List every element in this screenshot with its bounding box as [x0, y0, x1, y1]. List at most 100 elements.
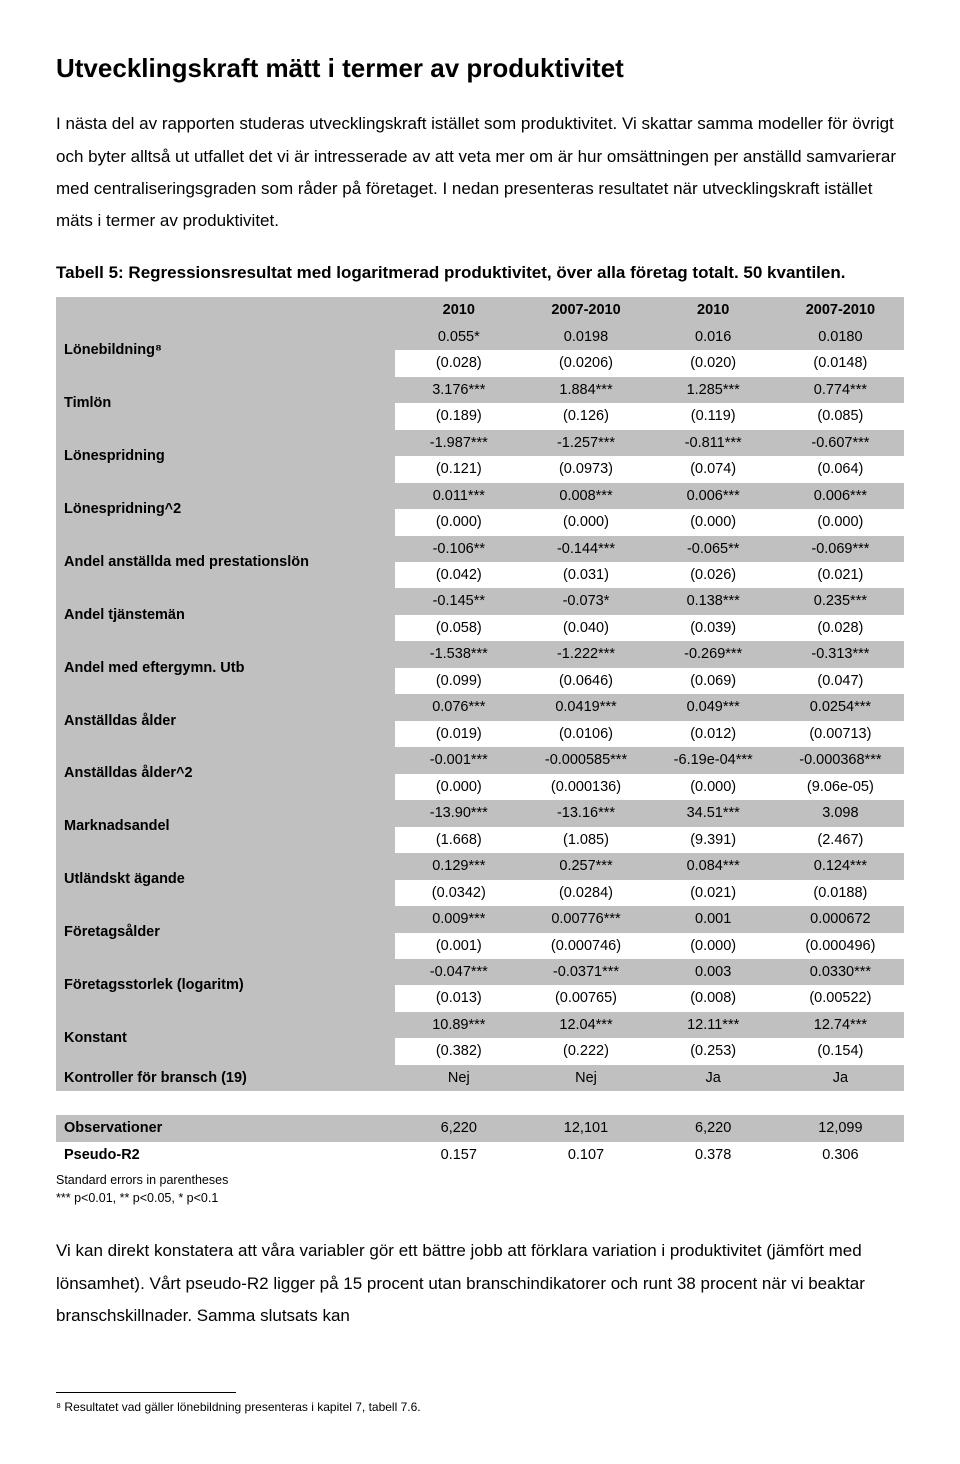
table-cell: 12.11***: [650, 1012, 777, 1038]
col-header: 2010: [395, 297, 522, 323]
table-cell: Pseudo-R2: [56, 1142, 395, 1168]
table-cell: 0.055*: [395, 324, 522, 350]
table-row: Anställdas ålder^2-0.001***-0.000585***-…: [56, 747, 904, 773]
table-cell: 0.009***: [395, 906, 522, 932]
table-cell: (1.668): [395, 827, 522, 853]
table-cell: -13.90***: [395, 800, 522, 826]
table-cell: 0.0180: [777, 324, 904, 350]
table-cell: Timlön: [56, 377, 395, 430]
table-cell: (0.0206): [522, 350, 649, 376]
table-cell: (0.047): [777, 668, 904, 694]
table-cell: (0.085): [777, 403, 904, 429]
table-cell: -0.144***: [522, 536, 649, 562]
table-row: Lönespridning^20.011***0.008***0.006***0…: [56, 483, 904, 509]
table-cell: -0.001***: [395, 747, 522, 773]
table-cell: (0.0188): [777, 880, 904, 906]
table-cell: (0.039): [650, 615, 777, 641]
table-cell: (0.064): [777, 456, 904, 482]
table-cell: 3.098: [777, 800, 904, 826]
table-cell: 0.016: [650, 324, 777, 350]
table-row: Pseudo-R20.1570.1070.3780.306: [56, 1142, 904, 1168]
table-cell: (9.391): [650, 827, 777, 853]
table-cell: 0.008***: [522, 483, 649, 509]
table-cell: 12.74***: [777, 1012, 904, 1038]
table-spacer: [56, 1091, 904, 1115]
table-cell: (9.06e-05): [777, 774, 904, 800]
table-footnotes: Standard errors in parentheses *** p<0.0…: [56, 1172, 904, 1207]
table-cell: 34.51***: [650, 800, 777, 826]
table-cell: (0.028): [395, 350, 522, 376]
table-cell: -0.269***: [650, 641, 777, 667]
table-cell: (0.0646): [522, 668, 649, 694]
table-cell: 6,220: [650, 1115, 777, 1141]
table-cell: (0.253): [650, 1038, 777, 1064]
table-cell: -0.000585***: [522, 747, 649, 773]
table-cell: (0.042): [395, 562, 522, 588]
table-cell: 0.157: [395, 1142, 522, 1168]
page-footnote: ⁸ Resultatet vad gäller lönebildning pre…: [56, 1399, 904, 1416]
table-cell: Kontroller för bransch (19): [56, 1065, 395, 1091]
table-cell: 0.011***: [395, 483, 522, 509]
table-cell: Lönebildning⁸: [56, 324, 395, 377]
table-cell: Observationer: [56, 1115, 395, 1141]
table-cell: 0.006***: [777, 483, 904, 509]
table-cell: (0.000): [395, 509, 522, 535]
table-cell: 0.049***: [650, 694, 777, 720]
table-cell: 0.001: [650, 906, 777, 932]
table-cell: -0.811***: [650, 430, 777, 456]
table-row: Kontroller för bransch (19)NejNejJaJa: [56, 1065, 904, 1091]
table-cell: Nej: [522, 1065, 649, 1091]
table-cell: 0.378: [650, 1142, 777, 1168]
table-cell: [56, 1091, 395, 1115]
table-cell: -1.987***: [395, 430, 522, 456]
table-cell: Andel tjänstemän: [56, 588, 395, 641]
table-cell: 1.884***: [522, 377, 649, 403]
footnote-se: Standard errors in parentheses: [56, 1173, 228, 1187]
table-cell: 0.235***: [777, 588, 904, 614]
table-cell: 0.257***: [522, 853, 649, 879]
discussion-paragraph: Vi kan direkt konstatera att våra variab…: [56, 1235, 904, 1332]
table-cell: (0.058): [395, 615, 522, 641]
table-cell: (0.000746): [522, 933, 649, 959]
table-cell: -0.313***: [777, 641, 904, 667]
table-cell: 12,101: [522, 1115, 649, 1141]
table-cell: (0.000): [522, 509, 649, 535]
table-cell: Lönespridning: [56, 430, 395, 483]
table-cell: (0.000): [650, 774, 777, 800]
intro-paragraph: I nästa del av rapporten studeras utveck…: [56, 108, 904, 237]
table-cell: 6,220: [395, 1115, 522, 1141]
table-row: Företagsålder0.009***0.00776***0.0010.00…: [56, 906, 904, 932]
table-row: Andel tjänstemän-0.145**-0.073*0.138***0…: [56, 588, 904, 614]
table-cell: Nej: [395, 1065, 522, 1091]
table-row: Anställdas ålder0.076***0.0419***0.049**…: [56, 694, 904, 720]
table-cell: (0.000496): [777, 933, 904, 959]
table-cell: 3.176***: [395, 377, 522, 403]
table-cell: 0.00776***: [522, 906, 649, 932]
table-row: Utländskt ägande0.129***0.257***0.084***…: [56, 853, 904, 879]
table-cell: Utländskt ägande: [56, 853, 395, 906]
table-cell: -1.257***: [522, 430, 649, 456]
table-cell: 0.084***: [650, 853, 777, 879]
table-cell: (0.154): [777, 1038, 904, 1064]
table-row: Lönebildning⁸0.055*0.01980.0160.0180: [56, 324, 904, 350]
table-cell: Företagsålder: [56, 906, 395, 959]
table-cell: 0.129***: [395, 853, 522, 879]
table-cell: (0.000): [650, 509, 777, 535]
table-cell: (0.00713): [777, 721, 904, 747]
table-header-blank: [56, 297, 395, 323]
table-cell: -1.222***: [522, 641, 649, 667]
table-cell: -0.0371***: [522, 959, 649, 985]
table-cell: 0.003: [650, 959, 777, 985]
table-cell: (0.019): [395, 721, 522, 747]
table-cell: (0.099): [395, 668, 522, 694]
regression-table: 2010 2007-2010 2010 2007-2010 Lönebildni…: [56, 297, 904, 1168]
table-cell: -6.19e-04***: [650, 747, 777, 773]
table-cell: (0.012): [650, 721, 777, 747]
table-cell: (0.040): [522, 615, 649, 641]
table-cell: Marknadsandel: [56, 800, 395, 853]
table-cell: -0.073*: [522, 588, 649, 614]
table-cell: (0.013): [395, 985, 522, 1011]
table-cell: (0.119): [650, 403, 777, 429]
col-header: 2010: [650, 297, 777, 323]
table-cell: 0.006***: [650, 483, 777, 509]
